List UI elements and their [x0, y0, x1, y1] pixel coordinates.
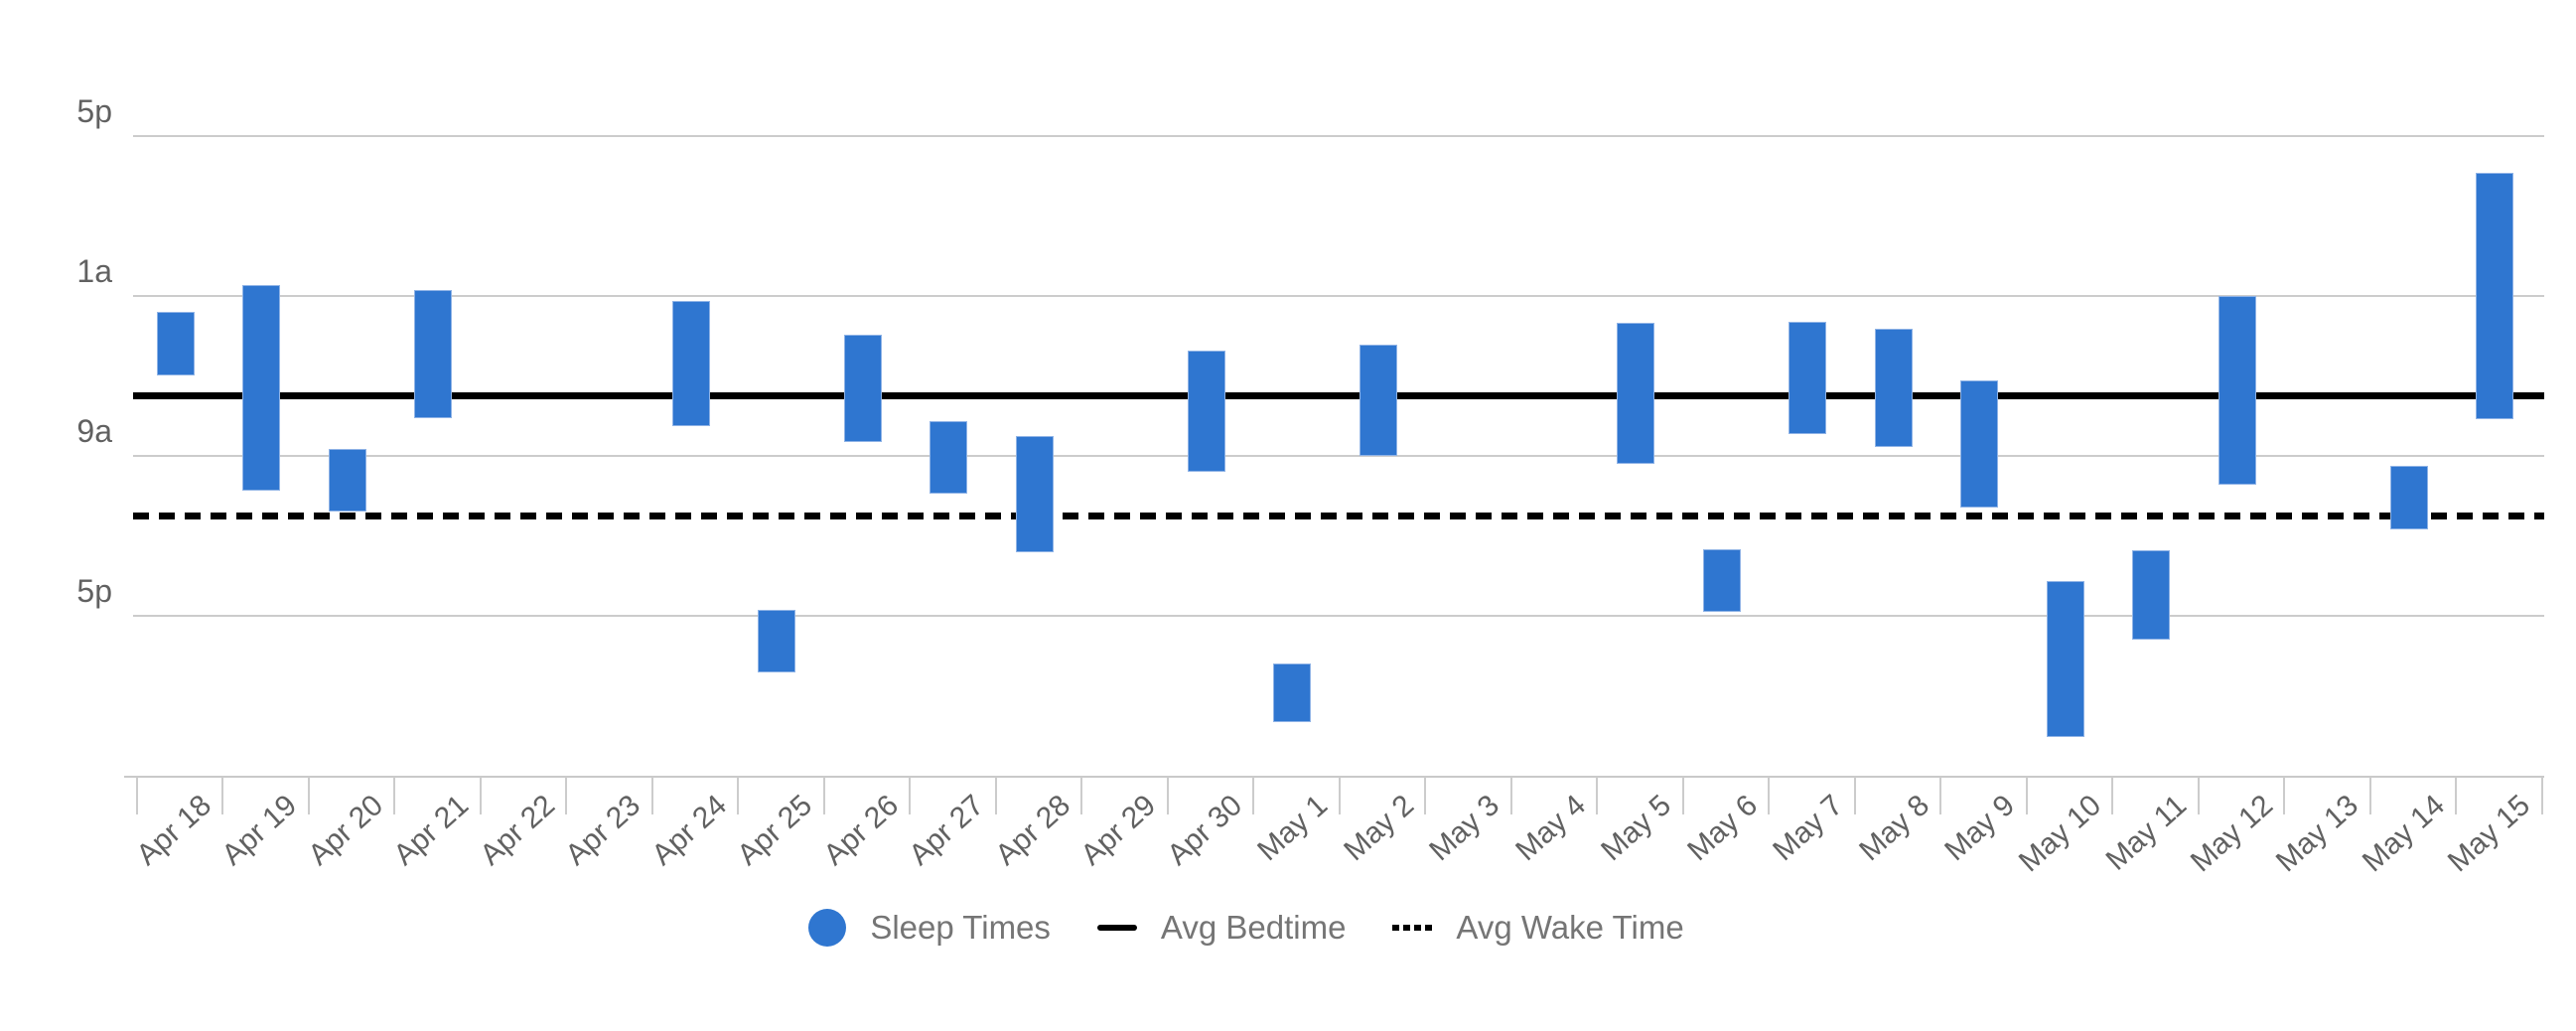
sleep-bar[interactable] [758, 610, 796, 673]
axis-tick-icon [307, 776, 310, 814]
legend-label-avg-wake-time: Avg Wake Time [1456, 909, 1684, 946]
axis-tick-icon [2025, 776, 2028, 814]
legend-item-avg-bedtime: Avg Bedtime [1096, 909, 1347, 947]
y-axis-label: 5p [76, 573, 112, 610]
sleep-bar[interactable] [328, 449, 366, 513]
axis-tick-icon [393, 776, 396, 814]
y-gridline [133, 135, 2544, 138]
axis-tick-icon [650, 776, 653, 814]
sleep-bar[interactable] [2046, 580, 2084, 737]
axis-tick-icon [1338, 776, 1341, 814]
sleep-bar[interactable] [2132, 550, 2171, 641]
sleep-bar[interactable] [1960, 379, 1999, 508]
axis-tick-icon [2455, 776, 2458, 814]
axis-tick-icon [909, 776, 912, 814]
legend-item-avg-wake-time: Avg Wake Time [1392, 909, 1684, 947]
axis-tick-icon [2540, 776, 2543, 814]
axis-tick-icon [2368, 776, 2371, 814]
axis-tick-icon [1166, 776, 1169, 814]
sleep-bar[interactable] [1359, 345, 1397, 457]
sleep-bar[interactable] [930, 421, 968, 494]
axis-tick-icon [2197, 776, 2200, 814]
axis-tick-icon [221, 776, 224, 814]
axis-tick-icon [565, 776, 568, 814]
axis-tick-icon [1853, 776, 1856, 814]
axis-tick-icon [822, 776, 825, 814]
y-axis-label: 1a [76, 253, 112, 290]
avg-wake-time-dots-icon [1392, 925, 1433, 931]
axis-tick-icon [1252, 776, 1255, 814]
avg-bedtime-line-icon [1096, 925, 1137, 931]
axis-tick-icon [1768, 776, 1771, 814]
axis-tick-icon [1080, 776, 1083, 814]
chart-legend: Sleep Times Avg Bedtime Avg Wake Time [0, 902, 2534, 954]
sleep-bar[interactable] [1874, 329, 1913, 448]
sleep-bar[interactable] [1702, 549, 1741, 613]
sleep-bar[interactable] [414, 290, 453, 419]
y-gridline [133, 615, 2544, 618]
sleep-bar[interactable] [2476, 173, 2514, 420]
sleep-bar[interactable] [242, 285, 281, 492]
legend-label-avg-bedtime: Avg Bedtime [1160, 909, 1347, 946]
sleep-bar[interactable] [671, 300, 710, 427]
sleep-bar[interactable] [1015, 436, 1054, 553]
sleep-bar[interactable] [2218, 296, 2256, 486]
sleep-bar[interactable] [156, 312, 195, 375]
sleep-times-circle-icon [808, 909, 847, 947]
axis-tick-icon [1596, 776, 1599, 814]
sleep-bar[interactable] [1273, 663, 1312, 723]
axis-tick-icon [737, 776, 740, 814]
axis-tick-icon [135, 776, 138, 814]
axis-tick-icon [1509, 776, 1512, 814]
sleep-bar[interactable] [1187, 350, 1225, 472]
axis-tick-icon [479, 776, 482, 814]
y-axis-label: 9a [76, 413, 112, 450]
x-axis-baseline [124, 775, 2544, 778]
avg-wake-time-line [133, 513, 2544, 520]
y-gridline [133, 295, 2544, 298]
sleep-bar[interactable] [843, 335, 882, 442]
axis-tick-icon [1939, 776, 1942, 814]
sleep-bar[interactable] [1617, 323, 1655, 464]
legend-item-sleep-times: Sleep Times [808, 909, 1051, 947]
axis-tick-icon [1424, 776, 1427, 814]
axis-tick-icon [1681, 776, 1684, 814]
y-axis-label: 5p [76, 93, 112, 130]
axis-tick-icon [2283, 776, 2286, 814]
axis-tick-icon [2111, 776, 2114, 814]
legend-label-sleep-times: Sleep Times [870, 909, 1051, 946]
avg-bedtime-line [133, 392, 2544, 400]
axis-tick-icon [994, 776, 997, 814]
sleep-bar[interactable] [1789, 322, 1827, 434]
sleep-bar[interactable] [2389, 466, 2428, 530]
y-gridline [133, 455, 2544, 458]
